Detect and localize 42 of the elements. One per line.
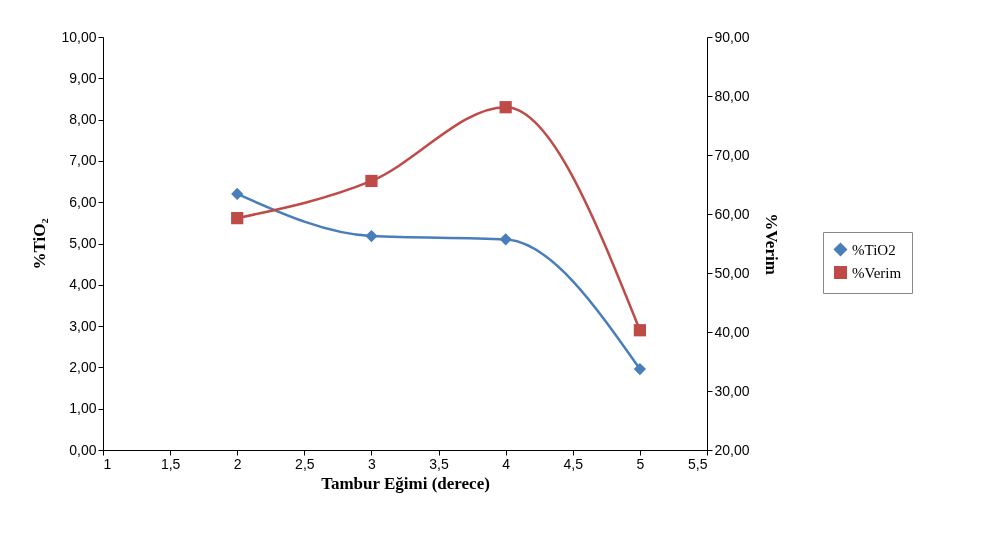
y2-tick-label: 30,00 xyxy=(714,382,750,399)
y2-tick-label: 50,00 xyxy=(714,264,750,281)
x-tick-label: 1,5 xyxy=(160,455,181,472)
y2-tick-label: 40,00 xyxy=(714,323,750,340)
legend-label: %TiO2 xyxy=(852,241,896,258)
y2-axis-title: %Verim xyxy=(761,213,781,275)
x-tick-label: 3,5 xyxy=(429,455,449,472)
y2-tick-label: 90,00 xyxy=(714,28,750,45)
x-tick-label: 5 xyxy=(636,455,645,472)
y2-tick-label: 20,00 xyxy=(714,441,750,458)
x-tick-label: 5,5 xyxy=(688,455,708,472)
y-tick-label: 2,00 xyxy=(69,358,97,375)
point xyxy=(231,187,244,201)
y-tick-label: 1,00 xyxy=(69,400,97,417)
legend-label: %Verim xyxy=(852,264,902,281)
x-tick-label: 2,5 xyxy=(295,455,315,472)
point xyxy=(633,362,647,376)
y-tick-label: 0,00 xyxy=(69,441,97,458)
y-tick-label: 9,00 xyxy=(69,69,97,86)
y2-tick-label: 60,00 xyxy=(714,205,750,222)
y-tick-label: 4,00 xyxy=(69,276,97,293)
y2-tick-label: 80,00 xyxy=(714,87,750,104)
y-tick-label: 6,00 xyxy=(69,193,97,210)
x-tick-label: 3 xyxy=(368,455,377,472)
x-tick-label: 4,5 xyxy=(563,455,584,472)
x-tick-label: 4 xyxy=(502,455,511,472)
point xyxy=(231,212,244,225)
y-axis-title: %TiO₂ xyxy=(30,218,50,270)
point xyxy=(365,174,378,188)
x-tick-label: 2 xyxy=(233,455,242,472)
x-tick-label: 1 xyxy=(103,455,112,472)
y-tick-label: 8,00 xyxy=(69,111,97,128)
point xyxy=(365,229,378,243)
point xyxy=(633,324,647,337)
y-tick-label: 5,00 xyxy=(69,235,97,251)
y-tick-label: 7,00 xyxy=(69,152,97,169)
point xyxy=(499,233,512,246)
x-axis-title: Tambur Eğimi (derece) xyxy=(321,473,490,493)
y-tick-label: 3,00 xyxy=(69,317,97,334)
y-tick-label: 10,00 xyxy=(61,28,97,45)
y2-tick-label: 70,00 xyxy=(714,146,750,163)
point xyxy=(499,101,512,114)
